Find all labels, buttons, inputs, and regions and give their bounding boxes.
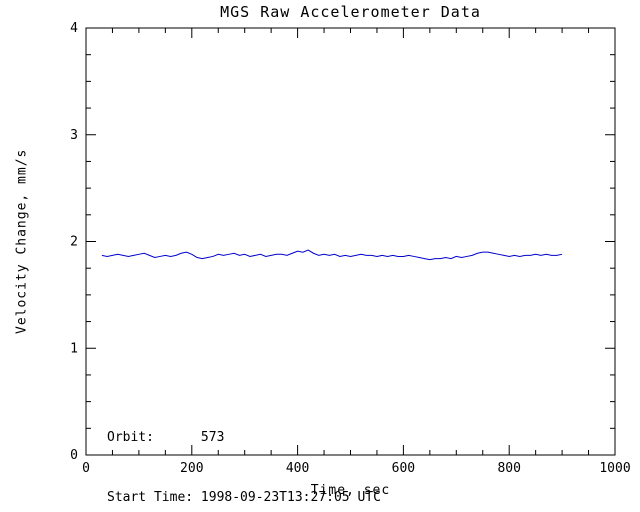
- annotation-orbit: Orbit: 573: [107, 430, 225, 445]
- svg-text:400: 400: [286, 461, 309, 476]
- series-velocity-change: [101, 249, 563, 261]
- svg-text:0: 0: [82, 461, 90, 476]
- svg-text:1000: 1000: [599, 461, 630, 476]
- chart-title: MGS Raw Accelerometer Data: [220, 3, 481, 21]
- svg-text:2: 2: [70, 235, 78, 250]
- annotation-block: Orbit: 573 Start Time: 1998-09-23T13:27:…: [107, 388, 381, 512]
- svg-text:800: 800: [497, 461, 520, 476]
- svg-text:3: 3: [70, 128, 78, 143]
- annotation-start-time: Start Time: 1998-09-23T13:27:05 UTC: [107, 490, 381, 505]
- svg-text:0: 0: [70, 448, 78, 463]
- svg-text:4: 4: [70, 21, 78, 36]
- svg-text:600: 600: [392, 461, 415, 476]
- svg-text:200: 200: [180, 461, 203, 476]
- svg-text:1: 1: [70, 341, 78, 356]
- x-axis-label: Time, sec: [310, 483, 391, 498]
